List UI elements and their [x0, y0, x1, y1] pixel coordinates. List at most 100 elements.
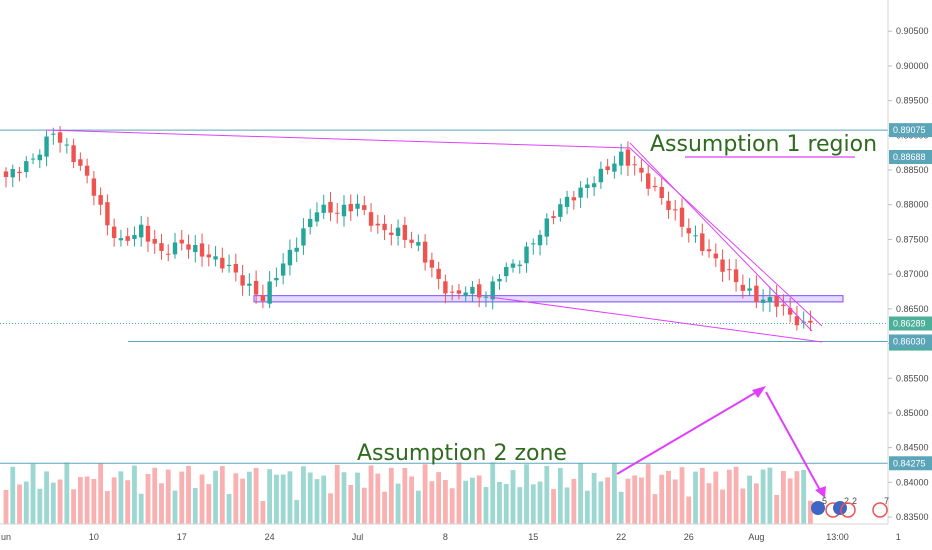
price-tick-label: 0.90000 [896, 61, 929, 71]
candle [382, 215, 387, 241]
trend-line[interactable] [45, 129, 631, 149]
volume-bar [429, 481, 435, 524]
volume-bar [679, 467, 685, 524]
candle [348, 194, 353, 221]
volume-bar [23, 481, 29, 524]
candle [564, 190, 570, 215]
volume-bar [274, 474, 279, 524]
candle [497, 274, 502, 290]
candle [679, 198, 685, 238]
price-tick-label: 0.85500 [896, 373, 929, 383]
candle [524, 241, 529, 273]
volume-bar [348, 485, 354, 524]
candle [801, 311, 806, 329]
candle [280, 253, 286, 285]
candle [64, 138, 70, 154]
candle [206, 244, 211, 267]
volume-bar [422, 464, 428, 524]
candle [166, 244, 171, 262]
candle [145, 216, 151, 252]
candle [132, 226, 137, 247]
volume-bar [693, 471, 698, 524]
annotation-assumption-1[interactable]: Assumption 1 region [650, 132, 877, 157]
volume-bar [159, 483, 164, 524]
svg-text:2: 2 [844, 496, 849, 506]
candle [395, 219, 401, 246]
volume-bar [37, 488, 43, 524]
candle [355, 194, 360, 217]
candle [179, 230, 184, 251]
time-tick-label: 1 [896, 532, 901, 542]
volume-bar [510, 470, 516, 524]
volume-bar [753, 483, 759, 524]
volume-bar [625, 478, 631, 524]
candle [578, 181, 583, 208]
candle [267, 271, 272, 309]
event-badges[interactable]: 5 2 2 7 [811, 496, 889, 518]
trend-line[interactable] [629, 147, 823, 327]
volume-bar [213, 470, 218, 524]
volume-bar [267, 469, 273, 524]
candle [111, 218, 117, 247]
candle [17, 167, 22, 182]
candle [706, 239, 712, 258]
candle [571, 190, 577, 210]
candle [456, 283, 462, 300]
trend-line[interactable] [489, 296, 823, 343]
candle [213, 246, 218, 267]
candle [659, 177, 664, 205]
volume-bar [260, 500, 266, 524]
time-tick-label: 17 [177, 532, 187, 542]
candle [436, 261, 441, 290]
volume-bar [179, 471, 185, 524]
svg-text:7: 7 [884, 496, 889, 506]
candle [733, 259, 739, 292]
candle [152, 229, 157, 254]
arrow-up [616, 386, 766, 475]
volume-bar [544, 465, 550, 524]
candle [767, 286, 773, 313]
candle [98, 187, 103, 216]
price-axis[interactable]: 0.905000.900000.895000.890000.885000.880… [888, 26, 929, 522]
candle [37, 149, 42, 169]
volume-bar [132, 465, 137, 524]
price-tick-label: 0.87500 [896, 234, 929, 244]
candle [483, 291, 489, 308]
time-axis[interactable]: un 10 17 24 Jul 8 15 22 26 Aug 13:00 1 [1, 532, 901, 542]
volume-bar [388, 467, 394, 524]
price-tick-label: 0.84500 [896, 443, 929, 453]
candle [646, 164, 651, 196]
candle [118, 229, 124, 247]
candle [504, 262, 509, 283]
volume-bar [733, 466, 739, 524]
volume-bar [686, 496, 692, 524]
volume-bar [787, 478, 793, 524]
candlestick-series [3, 126, 813, 331]
candle [517, 260, 522, 274]
candle [193, 235, 198, 263]
trend-line[interactable] [629, 142, 813, 332]
trend-lines [45, 129, 823, 343]
candle [362, 195, 367, 216]
candle [652, 177, 658, 192]
candle [233, 253, 239, 282]
price-tag-label: 0.88688 [893, 152, 926, 162]
candle [747, 278, 752, 296]
price-tick-label: 0.87000 [896, 269, 929, 279]
candle [3, 167, 9, 188]
candle [253, 270, 259, 304]
volume-bar [105, 491, 110, 524]
annotation-assumption-2[interactable]: Assumption 2 zone [357, 441, 567, 466]
support-zone-box[interactable] [253, 295, 844, 303]
candle [402, 216, 408, 248]
volume-bar [44, 471, 49, 524]
volume-bar [517, 487, 523, 524]
volume-bar [125, 480, 131, 524]
volume-bar [503, 483, 509, 524]
volume-bar [584, 490, 590, 524]
svg-text:5: 5 [822, 496, 827, 506]
candle [612, 155, 617, 179]
volume-bar [301, 466, 306, 524]
volume-bar [206, 484, 212, 524]
